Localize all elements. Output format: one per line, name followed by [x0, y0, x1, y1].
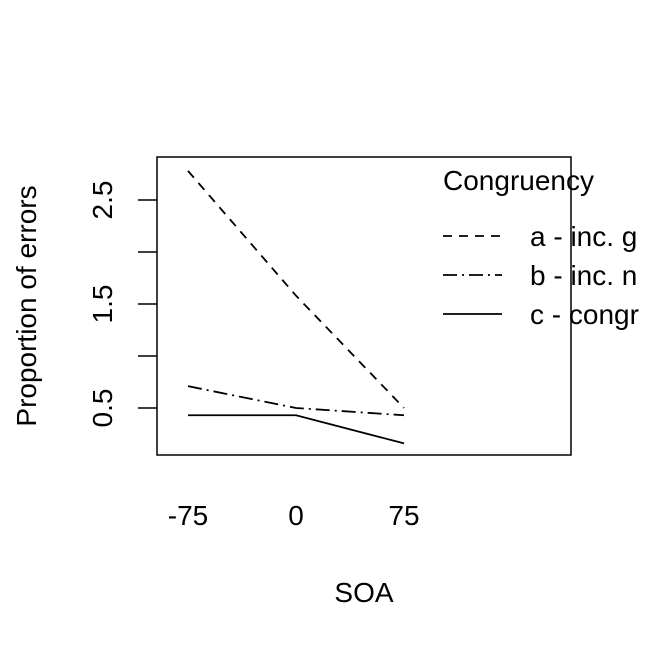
y-tick-label: 1.5: [87, 285, 118, 324]
x-tick-label: -75: [168, 500, 208, 531]
legend-items: a - inc. g b - inc. n c - congr: [443, 221, 639, 330]
x-tick-label: 75: [388, 500, 419, 531]
x-tick-label: 0: [288, 500, 304, 531]
y-tick-label: 2.5: [87, 181, 118, 220]
legend-label-2: b - inc. n: [530, 260, 637, 291]
series-lines: [187, 170, 405, 445]
series-line-1: [187, 170, 405, 409]
x-axis-label: SOA: [334, 577, 393, 608]
series-line-2: [187, 385, 405, 417]
legend-title: Congruency: [443, 165, 594, 196]
axis-ticks: -75 0 75 0.5 1.5 2.5: [87, 181, 420, 531]
legend-label-3: c - congr: [530, 299, 639, 330]
y-axis-label: Proportion of errors: [11, 185, 42, 426]
series-line-3: [188, 414, 405, 445]
plot-frame: [156, 156, 572, 456]
legend-label-1: a - inc. g: [530, 221, 637, 252]
legend: Congruency a - inc. g b - inc. n c - congr: [443, 165, 639, 330]
y-tick-label: 0.5: [87, 389, 118, 428]
